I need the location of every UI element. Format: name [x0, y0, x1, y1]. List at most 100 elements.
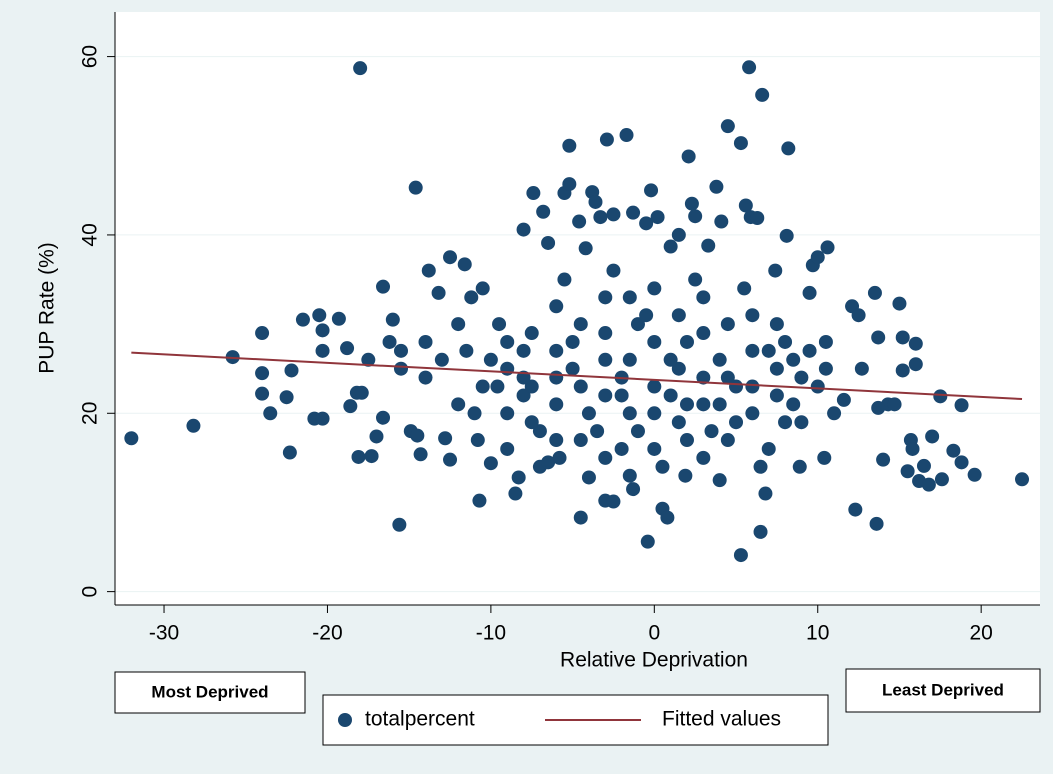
scatter-point: [720, 433, 735, 448]
scatter-point: [769, 317, 784, 332]
scatter-point: [647, 281, 662, 296]
scatter-point: [742, 60, 757, 75]
scatter-point: [470, 433, 485, 448]
scatter-point: [768, 263, 783, 278]
scatter-point: [876, 452, 891, 467]
scatter-point: [663, 388, 678, 403]
scatter-point: [671, 227, 686, 242]
scatter-point: [737, 281, 752, 296]
scatter-point: [331, 311, 346, 326]
scatter-point: [598, 326, 613, 341]
scatter-point: [908, 357, 923, 372]
scatter-point: [1015, 472, 1030, 487]
scatter-point: [467, 406, 482, 421]
legend-label: Fitted values: [662, 708, 781, 731]
scatter-point: [810, 379, 825, 394]
scatter-point: [630, 317, 645, 332]
scatter-point: [663, 239, 678, 254]
scatter-point: [295, 312, 310, 327]
scatter-point: [622, 290, 637, 305]
scatter-point: [619, 128, 634, 143]
scatter-point: [733, 548, 748, 563]
scatter-point: [786, 352, 801, 367]
scatter-point: [500, 334, 515, 349]
scatter-point: [364, 449, 379, 464]
y-tick-label: 60: [79, 45, 102, 68]
scatter-point: [573, 317, 588, 332]
scatter-point: [696, 326, 711, 341]
scatter-point: [186, 418, 201, 433]
scatter-point: [678, 468, 693, 483]
scatter-point: [443, 250, 458, 265]
x-tick-label: -10: [476, 622, 506, 645]
scatter-point: [438, 431, 453, 446]
scatter-point: [895, 330, 910, 345]
scatter-point: [729, 415, 744, 430]
scatter-point: [549, 370, 564, 385]
scatter-point: [761, 441, 776, 456]
scatter-point: [630, 424, 645, 439]
scatter-point: [500, 361, 515, 376]
scatter-point: [490, 379, 505, 394]
scatter-point: [650, 210, 665, 225]
scatter-point: [679, 433, 694, 448]
scatter-point: [590, 424, 605, 439]
scatter-point: [622, 406, 637, 421]
scatter-point: [263, 406, 278, 421]
scatter-point: [598, 352, 613, 367]
scatter-point: [709, 179, 724, 194]
scatter-point: [408, 180, 423, 195]
scatter-point: [745, 379, 760, 394]
scatter-point: [908, 336, 923, 351]
scatter-point: [598, 450, 613, 465]
scatter-point: [549, 433, 564, 448]
scatter-point: [421, 263, 436, 278]
scatter-point: [655, 459, 670, 474]
scatter-point: [410, 428, 425, 443]
scatter-point: [639, 216, 654, 231]
scatter-point: [644, 183, 659, 198]
scatter-point: [572, 214, 587, 229]
scatter-point: [954, 455, 969, 470]
scatter-point: [284, 363, 299, 378]
y-tick-label: 40: [79, 223, 102, 246]
scatter-point: [312, 308, 327, 323]
scatter-point: [871, 330, 886, 345]
scatter-point: [418, 334, 433, 349]
scatter-point: [802, 285, 817, 300]
scatter-point: [282, 445, 297, 460]
scatter-point: [382, 334, 397, 349]
scatter-point: [385, 312, 400, 327]
y-tick-label: 0: [79, 586, 102, 598]
scatter-point: [701, 238, 716, 253]
scatter-point: [451, 397, 466, 412]
scatter-point: [369, 429, 384, 444]
scatter-point: [516, 343, 531, 358]
annotation-box: [114, 671, 306, 714]
scatter-point: [720, 119, 735, 134]
scatter-point: [647, 334, 662, 349]
axes: 0 20 40 60 -30 -20 -10 0 10 20: [79, 45, 993, 645]
scatter-point: [459, 343, 474, 358]
legend-label: totalpercent: [365, 708, 475, 731]
scatter-point: [573, 510, 588, 525]
scatter-point: [663, 352, 678, 367]
scatter-point: [820, 240, 835, 255]
scatter-point: [729, 379, 744, 394]
scatter-point: [315, 343, 330, 358]
scatter-point: [712, 473, 727, 488]
scatter-point: [599, 132, 614, 147]
scatter-point: [626, 205, 641, 220]
scatter-point: [562, 138, 577, 153]
scatter-point: [431, 285, 446, 300]
scatter-point: [696, 290, 711, 305]
scatter-point: [696, 370, 711, 385]
scatter-point: [867, 285, 882, 300]
annotation: Least Deprived: [882, 680, 1004, 699]
scatter-point: [802, 343, 817, 358]
scatter-point: [794, 415, 809, 430]
scatter-point: [443, 452, 458, 467]
scatter-point: [451, 317, 466, 332]
scatter-point: [745, 343, 760, 358]
scatter-point: [750, 210, 765, 225]
